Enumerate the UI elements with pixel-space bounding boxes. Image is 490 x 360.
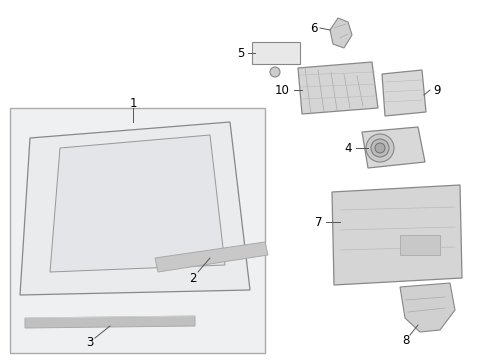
Polygon shape [330, 18, 352, 48]
Polygon shape [155, 242, 268, 272]
Circle shape [375, 143, 385, 153]
Circle shape [371, 139, 389, 157]
Bar [10, 108, 265, 353]
Text: 2: 2 [189, 271, 197, 284]
Polygon shape [332, 185, 462, 285]
Circle shape [270, 67, 280, 77]
Text: 9: 9 [433, 84, 441, 96]
Polygon shape [382, 70, 426, 116]
Text: 7: 7 [315, 216, 323, 229]
Bar [252, 42, 300, 64]
Text: 5: 5 [237, 46, 245, 59]
Polygon shape [20, 122, 250, 295]
Bar [400, 235, 440, 255]
Text: 8: 8 [402, 333, 410, 346]
Polygon shape [400, 283, 455, 332]
Circle shape [366, 134, 394, 162]
Text: 10: 10 [274, 84, 290, 96]
Polygon shape [25, 316, 195, 328]
Polygon shape [362, 127, 425, 168]
Text: 6: 6 [310, 22, 318, 35]
Text: 3: 3 [86, 337, 94, 350]
Polygon shape [298, 62, 378, 114]
Text: 4: 4 [344, 141, 352, 154]
Polygon shape [50, 135, 225, 272]
Text: 1: 1 [129, 96, 137, 109]
